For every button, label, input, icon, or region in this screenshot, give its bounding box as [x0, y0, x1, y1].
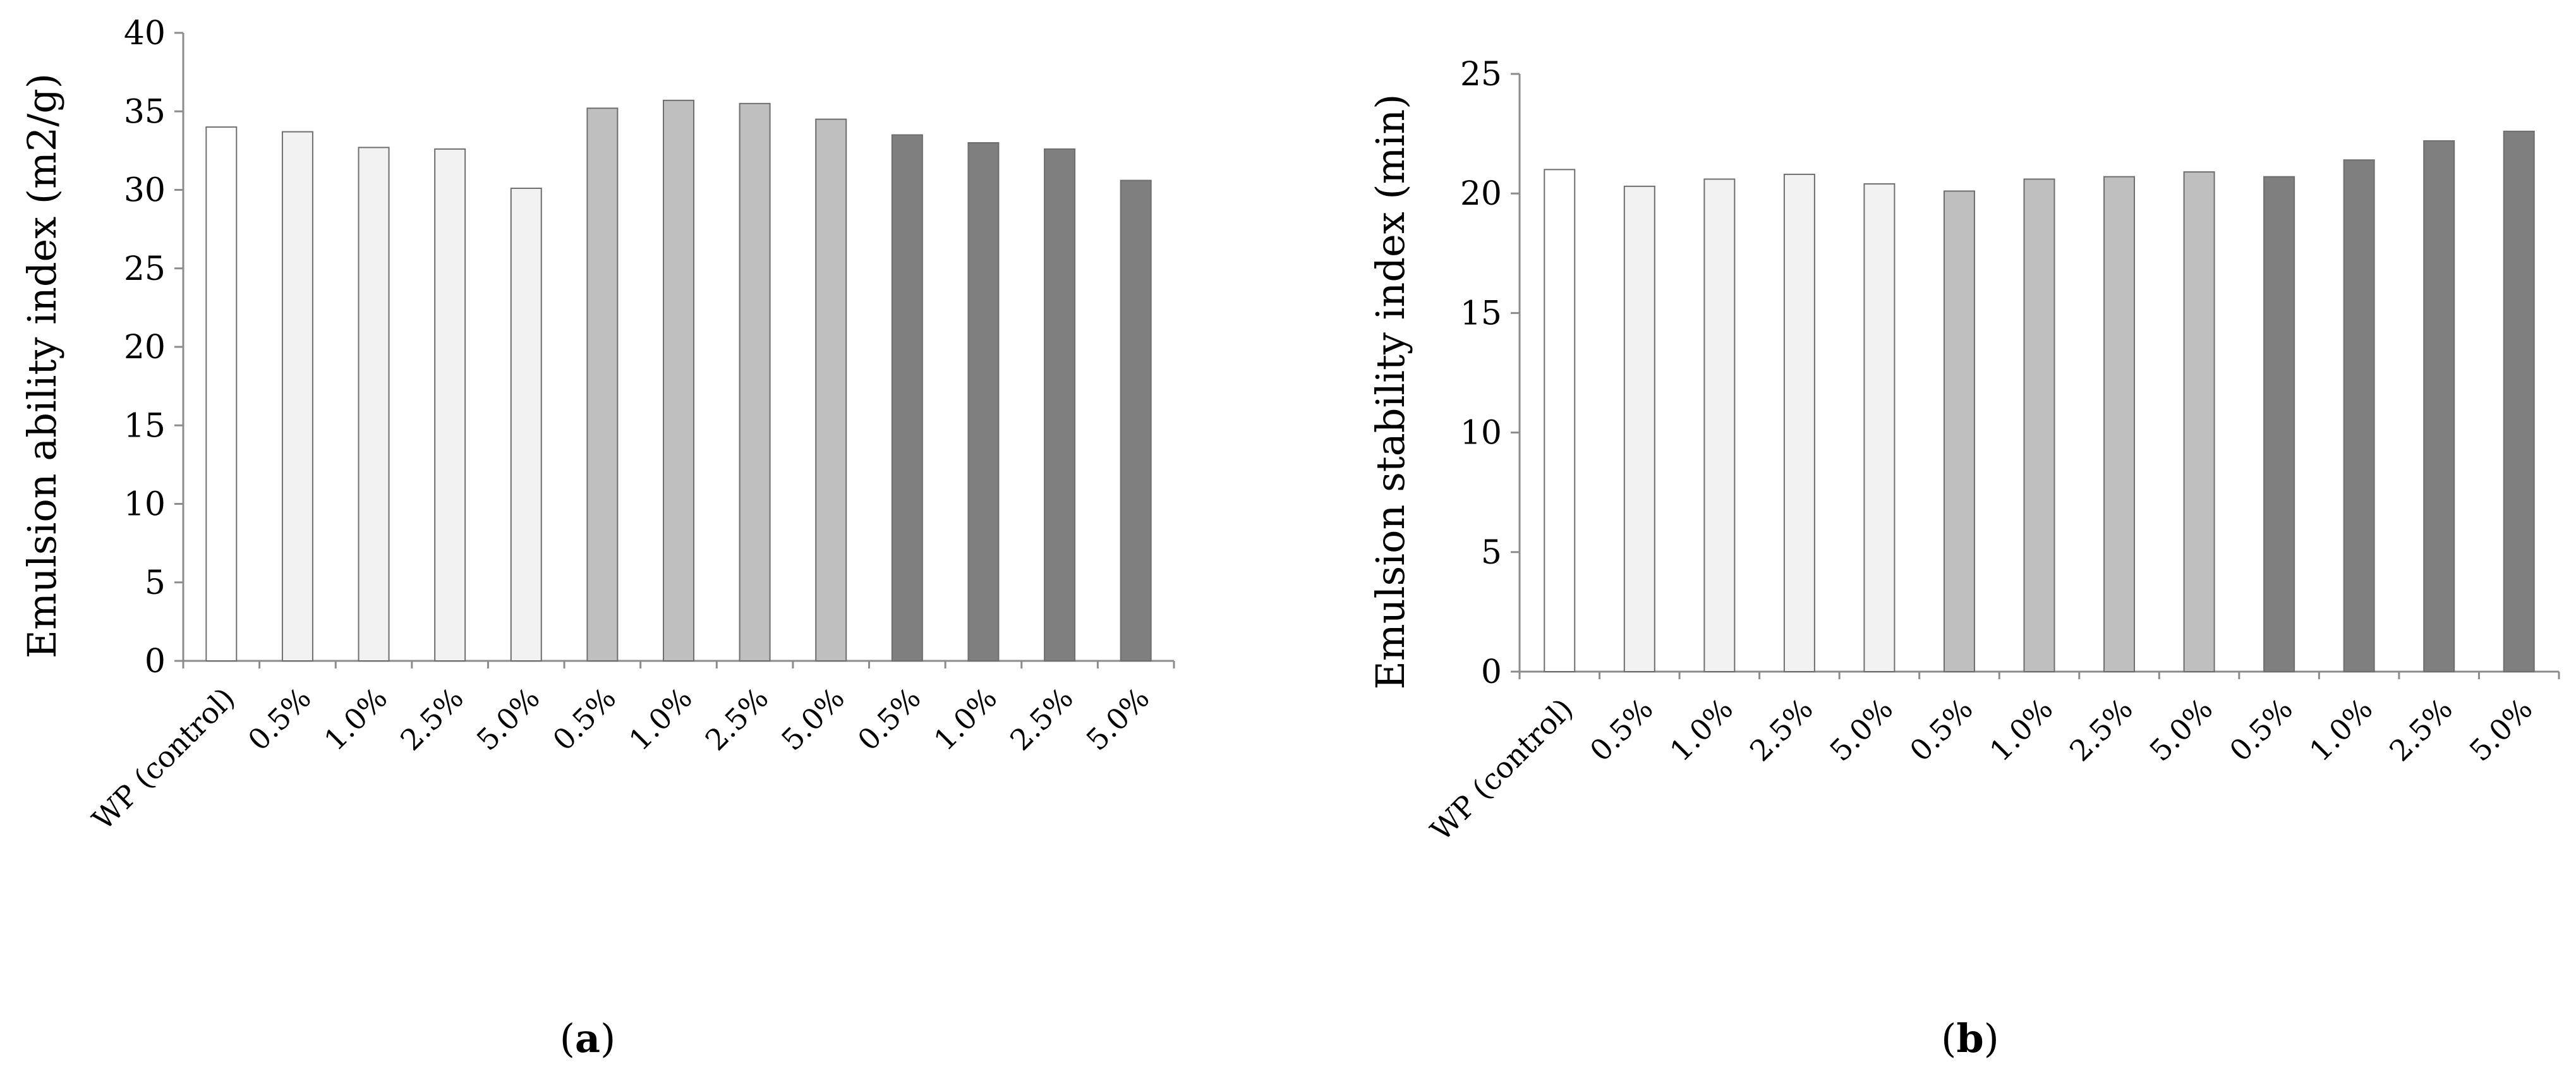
x-tick-label: WP (control): [86, 681, 242, 837]
panel-label-letter: b: [1956, 1015, 1983, 1061]
bar: [1544, 169, 1576, 672]
bar: [434, 148, 466, 662]
x-tick-label: WP (control): [1424, 692, 1580, 848]
y-axis-title: Emulsion ability index (m2/g): [19, 73, 65, 658]
bar: [2103, 176, 2136, 673]
x-tick-label: 2.5%: [2383, 692, 2459, 768]
bar: [281, 131, 313, 662]
y-tick-label: 30: [124, 172, 166, 210]
bar: [2423, 140, 2455, 672]
bar: [358, 147, 390, 662]
x-tick-label: 5.0%: [1823, 692, 1899, 768]
bar: [1623, 185, 1655, 672]
x-tick-label: 1.0%: [317, 681, 394, 758]
y-tick-label: 0: [145, 643, 166, 680]
x-tick-label: 2.5%: [1743, 692, 1820, 768]
x-tick-label: 1.0%: [927, 681, 1003, 758]
y-tick-label: 15: [1460, 294, 1502, 332]
x-tick-label: 0.5%: [2223, 692, 2299, 768]
bar: [739, 102, 771, 662]
x-tick-label: 2.5%: [699, 681, 775, 758]
x-tick-label: 1.0%: [622, 681, 699, 758]
y-tick-label: 20: [124, 329, 166, 366]
bar: [2503, 130, 2535, 673]
y-tick-label: 5: [1481, 534, 1502, 572]
x-tick-label: 5.0%: [470, 681, 547, 758]
y-tick-label: 40: [124, 15, 166, 52]
x-tick-label: 0.5%: [241, 681, 318, 758]
bar: [663, 99, 694, 662]
bar: [1783, 173, 1815, 673]
y-tick-label: 15: [124, 407, 166, 445]
x-tick-label: 0.5%: [1903, 692, 1980, 768]
x-tick-label: 0.5%: [546, 681, 622, 758]
panel-label-close-paren: ): [600, 1015, 615, 1061]
bar: [510, 188, 542, 662]
bar: [1943, 190, 1975, 672]
x-tick-label: 5.0%: [2143, 692, 2220, 768]
bar: [2263, 176, 2295, 673]
x-tick-label: 1.0%: [1663, 692, 1739, 768]
panel-label: (a): [560, 1015, 616, 1061]
x-tick-label: 2.5%: [1003, 681, 1080, 758]
y-tick-label: 25: [124, 250, 166, 288]
y-tick-label: 25: [1460, 56, 1502, 94]
y-tick-label: 35: [124, 93, 166, 131]
bar: [815, 118, 847, 662]
x-tick-label: 0.5%: [1583, 692, 1660, 768]
panel-label-open-paren: (: [1941, 1015, 1956, 1061]
y-axis-title: Emulsion stability index (min): [1367, 94, 1413, 690]
bar: [2183, 171, 2215, 673]
x-tick-label: 0.5%: [851, 681, 928, 758]
bar: [586, 107, 619, 662]
y-tick-label: 20: [1460, 175, 1502, 213]
x-tick-label: 1.0%: [2303, 692, 2379, 768]
bar: [1120, 179, 1152, 662]
x-tick-label: 5.0%: [2463, 692, 2539, 768]
bar: [967, 142, 1000, 662]
bar: [205, 126, 238, 662]
bar: [1703, 178, 1736, 673]
y-tick-label: 0: [1481, 653, 1502, 691]
y-tick-label: 10: [124, 486, 166, 524]
bar: [1044, 148, 1076, 662]
x-tick-label: 1.0%: [1983, 692, 2059, 768]
x-tick-label: 2.5%: [2063, 692, 2139, 768]
bar: [2023, 178, 2055, 673]
bar: [891, 134, 923, 662]
panel-label-letter: a: [575, 1015, 600, 1061]
x-tick-label: 5.0%: [1080, 681, 1156, 758]
x-tick-label: 5.0%: [775, 681, 851, 758]
panel-label: (b): [1941, 1015, 1999, 1061]
y-tick-label: 5: [145, 564, 166, 602]
bar: [2343, 159, 2375, 672]
x-tick-label: 2.5%: [394, 681, 470, 758]
panel-label-close-paren: ): [1984, 1015, 1999, 1061]
bar: [1863, 183, 1896, 672]
y-tick-label: 10: [1460, 414, 1502, 452]
panel-label-open-paren: (: [560, 1015, 575, 1061]
